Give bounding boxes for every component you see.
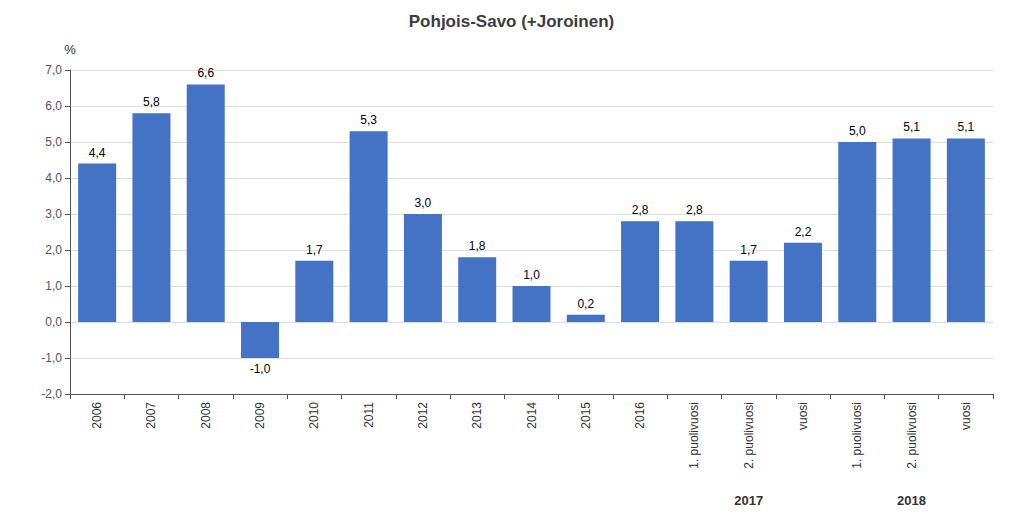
- svg-text:5,1: 5,1: [958, 120, 975, 134]
- svg-text:5,1: 5,1: [903, 120, 920, 134]
- svg-text:1,0: 1,0: [523, 268, 540, 282]
- svg-text:4,0: 4,0: [45, 171, 62, 185]
- svg-text:2013: 2013: [470, 402, 484, 429]
- svg-text:2,0: 2,0: [45, 243, 62, 257]
- svg-text:2011: 2011: [362, 402, 376, 428]
- svg-text:-2,0: -2,0: [41, 387, 62, 401]
- svg-text:vuosi: vuosi: [959, 402, 973, 430]
- svg-text:2. puolivuosi: 2. puolivuosi: [905, 402, 919, 469]
- svg-text:6,0: 6,0: [45, 99, 62, 113]
- svg-text:0,0: 0,0: [45, 315, 62, 329]
- svg-text:7,0: 7,0: [45, 63, 62, 77]
- svg-text:%: %: [64, 42, 76, 57]
- svg-text:5,8: 5,8: [143, 95, 160, 109]
- svg-text:2016: 2016: [633, 402, 647, 429]
- svg-text:1,8: 1,8: [469, 239, 486, 253]
- svg-text:2. puolivuosi: 2. puolivuosi: [742, 402, 756, 469]
- svg-text:2015: 2015: [579, 402, 593, 429]
- svg-text:-1,0: -1,0: [41, 351, 62, 365]
- svg-text:3,0: 3,0: [415, 196, 432, 210]
- svg-text:2014: 2014: [525, 402, 539, 429]
- svg-text:1. puolivuosi: 1. puolivuosi: [850, 402, 864, 469]
- svg-text:0,2: 0,2: [577, 297, 594, 311]
- svg-text:5,0: 5,0: [849, 124, 866, 138]
- svg-text:5,0: 5,0: [45, 135, 62, 149]
- svg-text:-1,0: -1,0: [250, 362, 271, 376]
- svg-text:2,8: 2,8: [686, 203, 703, 217]
- svg-text:4,4: 4,4: [89, 146, 106, 160]
- svg-text:1,7: 1,7: [306, 243, 323, 257]
- svg-text:2012: 2012: [416, 402, 430, 429]
- svg-text:2017: 2017: [734, 493, 763, 508]
- svg-text:3,0: 3,0: [45, 207, 62, 221]
- svg-text:2,2: 2,2: [795, 225, 812, 239]
- svg-text:2018: 2018: [897, 493, 926, 508]
- svg-text:2008: 2008: [199, 402, 213, 429]
- svg-text:2010: 2010: [307, 402, 321, 429]
- svg-text:6,6: 6,6: [197, 66, 214, 80]
- svg-text:2009: 2009: [253, 402, 267, 429]
- svg-text:1. puolivuosi: 1. puolivuosi: [687, 402, 701, 469]
- svg-text:Pohjois-Savo (+Joroinen): Pohjois-Savo (+Joroinen): [409, 12, 614, 31]
- svg-text:2006: 2006: [90, 402, 104, 429]
- svg-text:1,7: 1,7: [740, 243, 757, 257]
- svg-text:1,0: 1,0: [45, 279, 62, 293]
- svg-text:2,8: 2,8: [632, 203, 649, 217]
- svg-text:5,3: 5,3: [360, 113, 377, 127]
- svg-text:2007: 2007: [144, 402, 158, 429]
- svg-text:vuosi: vuosi: [796, 402, 810, 430]
